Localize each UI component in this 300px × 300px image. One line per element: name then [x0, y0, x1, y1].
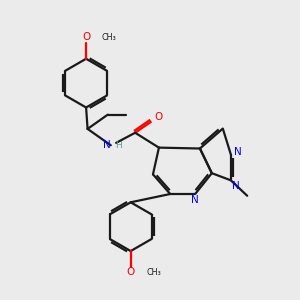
Text: O: O [82, 32, 90, 42]
Text: N: N [103, 140, 111, 150]
Text: N: N [233, 147, 241, 157]
Text: N: N [232, 181, 240, 191]
Text: N: N [191, 195, 199, 205]
Text: CH₃: CH₃ [146, 268, 161, 277]
Text: O: O [127, 268, 135, 278]
Text: O: O [154, 112, 162, 122]
Text: H: H [115, 141, 122, 150]
Text: CH₃: CH₃ [102, 33, 116, 42]
